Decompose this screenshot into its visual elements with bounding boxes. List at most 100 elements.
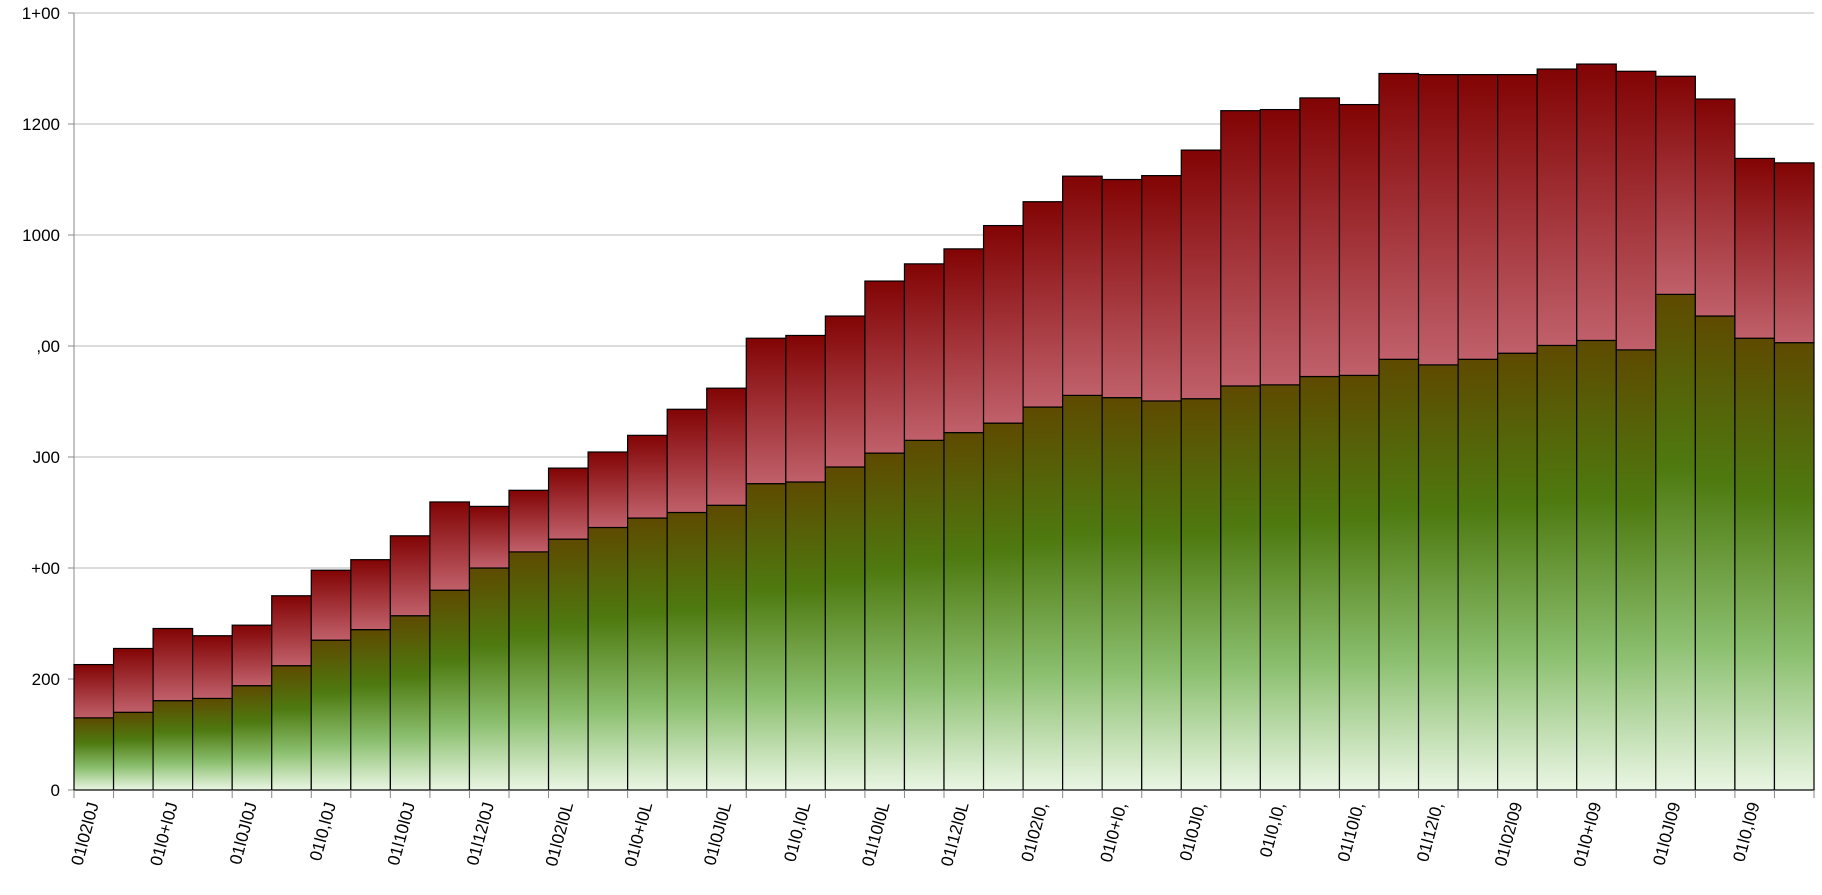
x-tick-label: 01ǀ0+ǀ0L (621, 800, 656, 869)
bar (627, 517, 668, 791)
bar (1220, 385, 1261, 791)
bar (1101, 397, 1143, 791)
bar (1497, 74, 1538, 354)
bar (1694, 98, 1736, 317)
bar (547, 538, 589, 791)
bar (666, 511, 708, 791)
x-tick-label: 01ǀ0Jǀ0, (1176, 800, 1210, 863)
y-tick-label: ,00 (36, 337, 60, 356)
bar (824, 466, 866, 791)
bar (1022, 406, 1064, 791)
bar (192, 697, 233, 791)
x-tick-label: 01ǀ02ǀ0L (542, 800, 577, 868)
bar (1417, 364, 1459, 791)
x-tick-label: 01ǀ10ǀ0L (858, 800, 893, 868)
bar (943, 248, 985, 434)
bar (745, 483, 787, 791)
bar (1378, 72, 1420, 360)
bar (1338, 374, 1380, 791)
bar (310, 569, 352, 641)
y-tick-label: 200 (32, 670, 60, 689)
bar (152, 627, 194, 702)
bar (587, 451, 629, 529)
x-tick-label: 01ǀ0,ǀ0L (780, 800, 814, 864)
bar (231, 685, 273, 791)
y-tick-label: 1000 (22, 226, 60, 245)
bar (1141, 400, 1182, 791)
bar (903, 439, 945, 791)
bar (785, 481, 826, 791)
x-tick-label: 01ǀ10ǀ0, (1334, 800, 1368, 864)
bar (706, 387, 747, 506)
bar (73, 663, 115, 719)
bar (112, 711, 154, 791)
x-tick-label: 01ǀ0Jǀ09 (1649, 800, 1684, 867)
bar (982, 224, 1024, 424)
bar (1299, 375, 1341, 791)
bar (152, 700, 194, 791)
x-tick-label: 01ǀ0Jǀ0L (700, 800, 735, 867)
bar (943, 431, 985, 791)
x-tick-label: 01ǀ0+ǀ0J (147, 800, 182, 868)
bar (1417, 74, 1459, 366)
bar (350, 559, 391, 631)
bar (982, 422, 1024, 791)
bar (1378, 358, 1420, 791)
bar (1615, 70, 1657, 351)
bar (1299, 97, 1341, 378)
bar (1141, 175, 1182, 402)
bar (1615, 349, 1657, 791)
bar (1536, 344, 1578, 791)
bar (508, 489, 550, 553)
bar (1655, 75, 1696, 295)
x-tick-label: 01ǀ02ǀ0J (68, 800, 103, 867)
bar (271, 665, 312, 791)
bar (1457, 74, 1499, 360)
bar (1536, 68, 1578, 347)
bar (1259, 384, 1301, 791)
y-tick-label: 0 (51, 781, 60, 800)
bar (468, 567, 510, 791)
x-tick-label: 01ǀ0+ǀ09 (1570, 800, 1605, 869)
bar (192, 635, 233, 700)
bar (1497, 352, 1538, 791)
bar (666, 408, 708, 514)
bar (429, 501, 471, 591)
bar (1734, 337, 1776, 791)
x-tick-label: 01ǀ0,ǀ09 (1729, 800, 1763, 864)
bar (468, 505, 510, 569)
y-tick-label: 1+00 (22, 4, 60, 23)
bar (824, 315, 866, 468)
bar (310, 639, 352, 791)
x-tick-label: 01ǀ0Jǀ0J (226, 800, 261, 866)
bar (1773, 342, 1815, 791)
bar (1180, 398, 1222, 791)
bar (73, 717, 115, 791)
bar (1734, 157, 1776, 339)
bar (627, 434, 668, 519)
y-tick-label: J00 (33, 448, 60, 467)
bar (271, 595, 312, 667)
x-tick-label: 01ǀ02ǀ0, (1018, 800, 1052, 864)
bar (231, 624, 273, 687)
x-tick-label: 01ǀ12ǀ0J (463, 800, 498, 867)
bar (389, 535, 431, 617)
bar (547, 467, 589, 540)
x-tick-label: 01ǀ02ǀ09 (1491, 800, 1526, 868)
bar (903, 263, 945, 441)
bar (1773, 162, 1815, 344)
bar (1338, 103, 1380, 377)
bar (1576, 339, 1617, 791)
bar (389, 615, 431, 791)
bar (1062, 394, 1103, 791)
bar (706, 504, 747, 791)
bar (1101, 178, 1143, 399)
bar (1220, 110, 1261, 387)
bar (112, 647, 154, 713)
bar (429, 589, 471, 791)
x-tick-label: 01ǀ0,ǀ0J (306, 800, 340, 863)
x-tick-label: 01ǀ10ǀ0J (384, 800, 419, 867)
y-tick-label: +00 (31, 559, 60, 578)
